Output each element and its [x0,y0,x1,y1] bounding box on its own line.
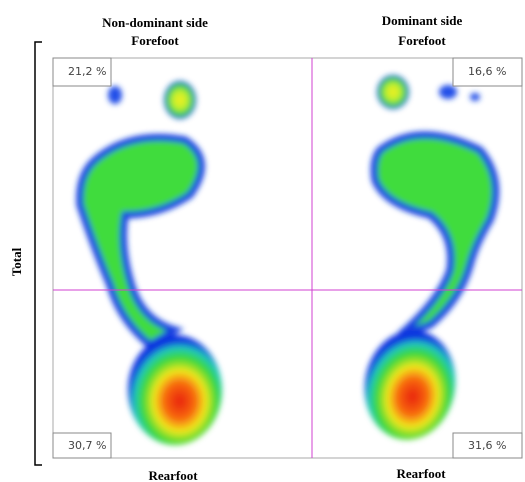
footer-region: Rearfoot [396,466,446,481]
quadrant-value: 31,6 % [468,439,506,452]
quadrant-value: 30,7 % [68,439,106,452]
bracket [35,42,42,465]
footer-region: Rearfoot [148,468,198,482]
quadrant-value: 21,2 % [68,65,106,78]
quadrant-value: 16,6 % [468,65,506,78]
header-region: Forefoot [131,33,179,48]
header-region: Forefoot [398,33,446,48]
figure: 21,2 % 16,6 % 30,7 % 31,6 % Non-dominant… [0,0,525,482]
header-side: Dominant side [382,13,463,28]
header-side: Non-dominant side [102,15,208,30]
side-label: Total [9,247,24,276]
